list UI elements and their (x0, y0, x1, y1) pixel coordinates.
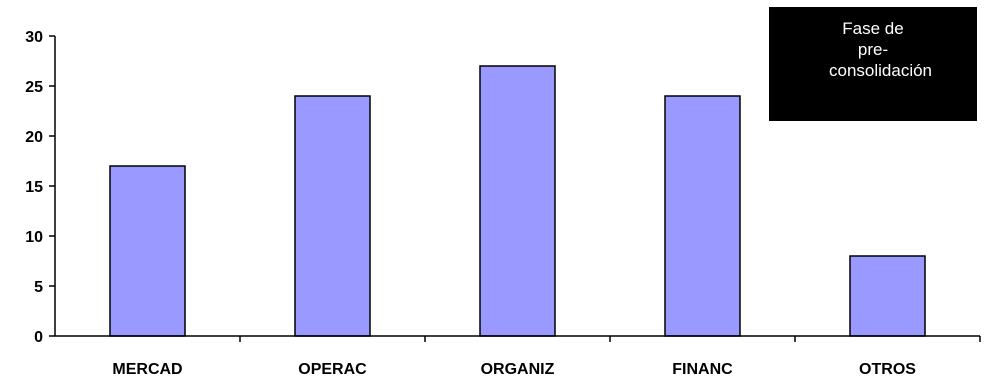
x-tick-label: OPERAC (298, 361, 367, 378)
x-tick-label: FINANC (672, 361, 733, 378)
x-tick-label: ORGANIZ (481, 361, 555, 378)
y-tick-label: 15 (25, 179, 43, 196)
y-tick-label: 10 (25, 229, 43, 246)
x-tick-label: OTROS (859, 361, 916, 378)
x-axis-ticks: MERCAD OPERAC ORGANIZ FINANC OTROS (112, 336, 981, 378)
bar-operac (294, 95, 371, 337)
bar-financ (664, 95, 741, 337)
legend-box: Fase de pre-consolidación (769, 7, 977, 121)
y-axis-ticks: 0 5 10 15 20 25 30 (25, 29, 55, 346)
bar-otros (849, 255, 926, 337)
legend-label: Fase de pre-consolidación (829, 19, 933, 80)
y-tick-label: 5 (34, 279, 43, 296)
bars-group (109, 65, 926, 337)
y-tick-label: 25 (25, 79, 43, 96)
y-tick-label: 20 (25, 129, 43, 146)
x-tick-label: MERCAD (112, 361, 182, 378)
bar-organiz (479, 65, 556, 337)
y-tick-label: 30 (25, 29, 43, 46)
bar-mercad (109, 165, 186, 337)
y-tick-label: 0 (34, 329, 43, 346)
